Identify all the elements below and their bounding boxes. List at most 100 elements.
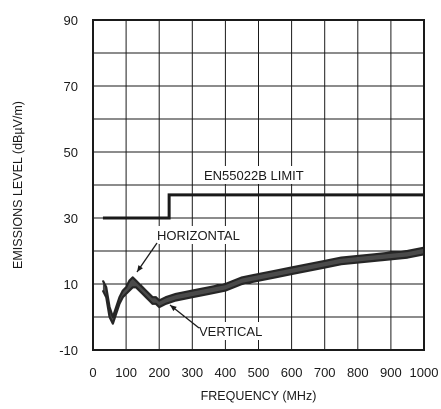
series-line-horizontal-point	[118, 296, 121, 298]
y-axis-label: EMISSIONS LEVEL (dBµV/m)	[11, 101, 25, 269]
series-line-vertical-point	[158, 306, 160, 308]
series-line-horizontal-point	[135, 280, 137, 282]
series-line-horizontal-point	[132, 276, 134, 278]
series-line-vertical-point	[138, 290, 140, 292]
series-line-vertical-point	[128, 290, 131, 292]
x-tick-label: 0	[89, 365, 96, 380]
x-tick-label: 400	[215, 365, 237, 380]
x-tick-label: 100	[115, 365, 137, 380]
series-line-vertical-point	[105, 296, 107, 298]
series-line-vertical-point	[307, 270, 309, 272]
series-line-vertical-point	[108, 316, 111, 318]
emissions-band	[102, 247, 425, 324]
x-tick-label: 700	[314, 365, 336, 380]
y-tick-label: 70	[64, 79, 78, 94]
series-line-vertical-point	[274, 276, 276, 278]
series-line-vertical-point	[135, 286, 137, 288]
series-line-vertical-point	[324, 266, 326, 269]
y-tick-label: 10	[64, 277, 78, 292]
tick-labels: 0 100 200 300 400 500 600 700 800 900 1000 -10 10 30 5…	[59, 13, 438, 380]
series-line-horizontal-point	[175, 293, 177, 295]
limit-label: EN55022B LIMIT	[204, 168, 304, 183]
vertical-label-bg	[196, 322, 268, 340]
series-line-horizontal-point	[155, 296, 157, 298]
series-line-vertical-point	[125, 293, 127, 295]
series-line-horizontal-point	[241, 276, 243, 278]
limit-label-bg	[200, 166, 324, 184]
series-line-vertical-point	[340, 263, 342, 265]
y-tick-label: 30	[64, 211, 78, 226]
series-line-vertical-point	[122, 296, 124, 298]
vertical-arrow-head	[170, 305, 177, 312]
annotations: EN55022B LIMIT HORIZONTAL VERTICAL	[136, 166, 324, 340]
y-tick-label: 50	[64, 145, 78, 160]
series-line-horizontal-point	[142, 286, 144, 288]
series-line-horizontal-point	[128, 280, 131, 282]
x-tick-label: 800	[347, 365, 369, 380]
series-line-vertical-point	[175, 299, 177, 302]
y-tick-label: 90	[64, 13, 78, 28]
series-line-vertical-point	[132, 286, 134, 288]
series-line-vertical-point	[406, 257, 409, 259]
series-line-vertical-point	[241, 283, 243, 285]
series-line-horizontal-point	[102, 280, 104, 282]
series-line-horizontal-point	[307, 263, 309, 265]
series-line-vertical-point	[373, 260, 375, 262]
series-line-horizontal-point	[406, 250, 409, 252]
series-layer	[101, 193, 425, 325]
series-line-vertical-point	[112, 323, 114, 325]
series-line-horizontal-point	[291, 266, 293, 269]
series-line-horizontal-point	[145, 290, 147, 292]
series-line-horizontal-point	[138, 283, 140, 285]
series-line-vertical-point	[102, 290, 104, 292]
series-line-horizontal-point	[158, 299, 160, 302]
x-axis-label: FREQUENCY (MHz)	[201, 389, 317, 403]
series-line-vertical-point	[257, 280, 260, 282]
series-line-vertical-point	[191, 296, 193, 298]
series-line-vertical-point	[165, 303, 167, 305]
series-line-horizontal-point	[373, 253, 375, 255]
series-line-horizontal-point	[115, 306, 117, 308]
series-line-vertical-point	[142, 293, 144, 295]
series-line-vertical-point	[145, 296, 147, 298]
series-line-vertical	[101, 253, 425, 325]
x-tick-label: 500	[248, 365, 270, 380]
series-line-horizontal-point	[108, 306, 111, 308]
series-line-horizontal-point	[125, 286, 127, 288]
series-line-horizontal-point	[122, 290, 124, 292]
x-tick-label: 1000	[410, 365, 439, 380]
series-line-horizontal-point	[390, 252, 392, 254]
series-line-vertical-point	[224, 290, 226, 292]
series-line-horizontal-point	[357, 255, 359, 257]
series-line-vertical-point	[148, 299, 150, 302]
x-tick-label: 600	[281, 365, 303, 380]
series-line-limit	[102, 193, 424, 220]
series-line-vertical-point	[291, 273, 293, 275]
series-line-horizontal-point	[105, 286, 107, 288]
horizontal-arrow-head	[137, 265, 143, 272]
series-line-vertical-point	[115, 313, 117, 315]
series-line-vertical-point	[155, 303, 157, 305]
series-line-horizontal-point	[148, 293, 150, 295]
x-tick-label: 900	[380, 365, 402, 380]
series-line-horizontal-point	[340, 257, 342, 259]
series-line-vertical-point	[357, 261, 359, 264]
vertical-label: VERTICAL	[199, 324, 262, 339]
series-line-vertical-point	[390, 258, 392, 260]
series-line-horizontal-point	[191, 290, 193, 292]
series-line-vertical-point	[151, 303, 154, 305]
series-line-horizontal-point	[165, 296, 167, 298]
horizontal-label-bg	[155, 226, 251, 244]
y-tick-label: -10	[59, 343, 78, 358]
series-line-horizontal-point	[257, 273, 260, 275]
series-line-vertical-point	[208, 293, 210, 295]
x-tick-label: 300	[181, 365, 203, 380]
series-line-horizontal-point	[208, 286, 210, 288]
series-line-horizontal-point	[274, 270, 276, 272]
series-line-horizontal-point	[324, 260, 326, 262]
series-line-vertical-point	[118, 303, 121, 305]
series-line-horizontal-point	[151, 296, 154, 298]
horizontal-label: HORIZONTAL	[157, 228, 240, 243]
series-line-horizontal-point	[112, 316, 114, 318]
